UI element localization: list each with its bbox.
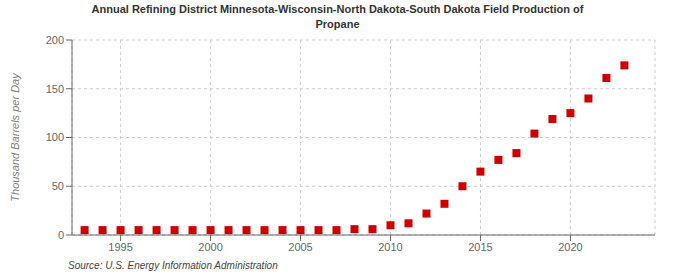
svg-text:150: 150 bbox=[46, 83, 64, 95]
svg-text:2000: 2000 bbox=[198, 241, 222, 253]
html-text:Propane: Propane bbox=[315, 18, 360, 30]
svg-text:2015: 2015 bbox=[468, 241, 492, 253]
svg-text:2005: 2005 bbox=[288, 241, 312, 253]
svg-text:200: 200 bbox=[46, 34, 64, 46]
svg-text:2010: 2010 bbox=[378, 241, 402, 253]
svg-text:Thousand Barrels per Day: Thousand Barrels per Day bbox=[9, 72, 21, 202]
svg-text:0: 0 bbox=[58, 229, 64, 241]
svg-text:1995: 1995 bbox=[108, 241, 132, 253]
svg-text:50: 50 bbox=[52, 180, 64, 192]
html-text:Annual Refining District Minne: Annual Refining District Minnesota-Wisco… bbox=[91, 3, 584, 15]
html-text:Source: U.S. Energy Informatio: Source: U.S. Energy Information Administ… bbox=[68, 260, 278, 271]
svg-text:100: 100 bbox=[46, 131, 64, 143]
svg-text:2020: 2020 bbox=[558, 241, 582, 253]
